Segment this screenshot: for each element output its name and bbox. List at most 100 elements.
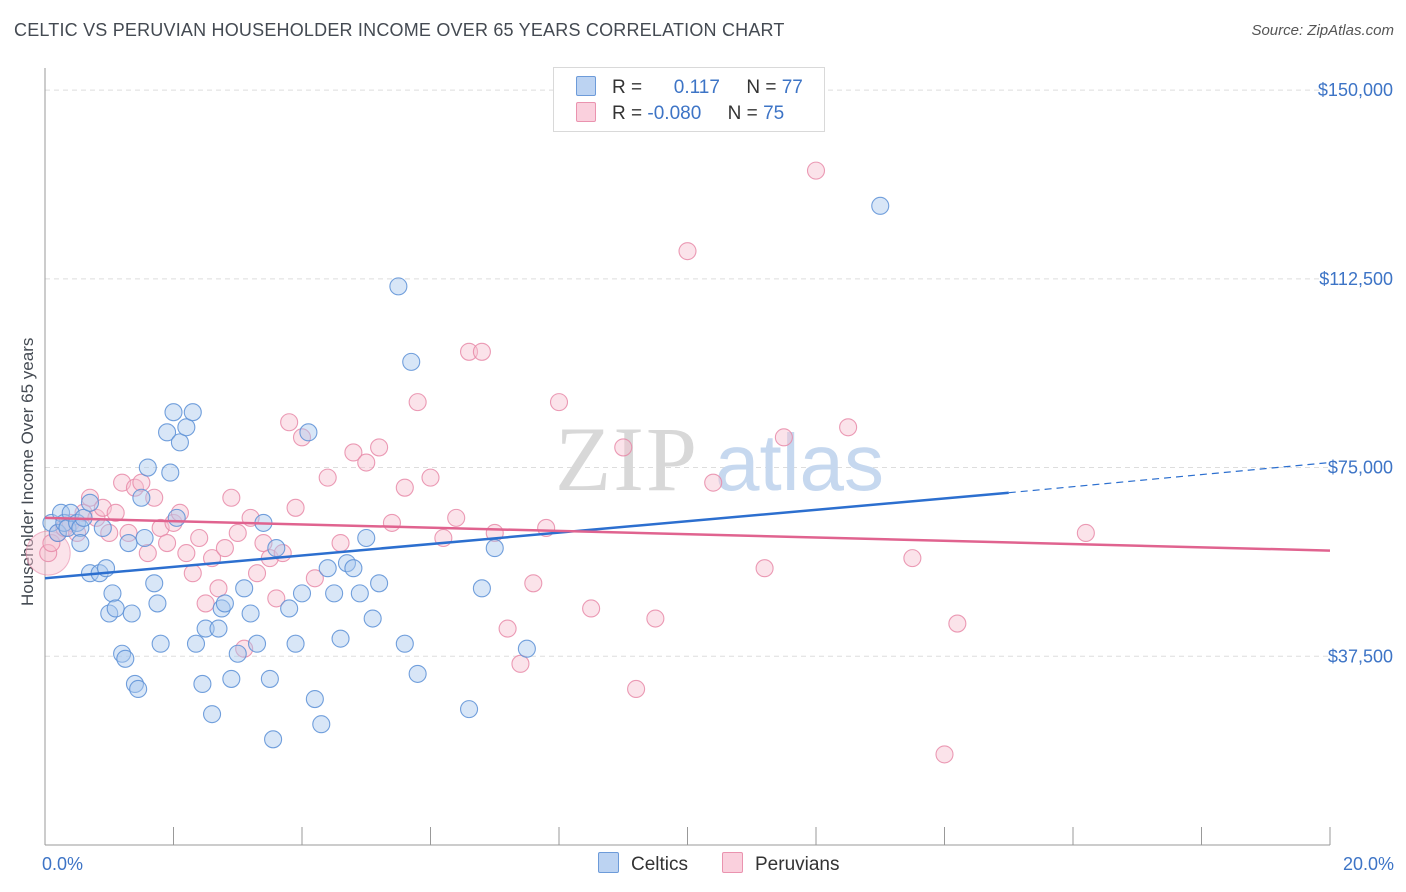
peruvians-point — [80, 488, 100, 507]
watermark-zip: ZIP — [555, 408, 699, 510]
peruvians-point — [704, 473, 723, 492]
peruvians-point — [247, 564, 267, 583]
bottom-legend-label-celtics: Celtics — [631, 854, 689, 875]
bottom-legend-label-peruvians: Peruvians — [755, 854, 840, 875]
celtics-point — [260, 669, 279, 688]
legend-r-value: -0.080 — [647, 103, 702, 124]
bottom-legend-swatch-peruvians — [722, 852, 743, 873]
celtics-point — [299, 423, 318, 442]
peruvians-point — [280, 413, 299, 432]
peruvians-point — [498, 619, 517, 638]
celtics-point — [48, 523, 67, 543]
trend-lines — [44, 461, 1331, 580]
celtics-point — [170, 433, 189, 452]
legend-n-label: N = — [746, 77, 777, 98]
y-tick-label: $75,000 — [1328, 458, 1393, 478]
chart-title: CELTIC VS PERUVIAN HOUSEHOLDER INCOME OV… — [14, 20, 785, 40]
celtics-point — [264, 730, 283, 749]
peruvians-point — [1076, 523, 1095, 543]
celtics-point — [196, 619, 215, 638]
peruvians-point — [755, 559, 774, 578]
celtics-point — [119, 533, 138, 553]
peruvians-point — [408, 393, 427, 412]
peruvians-point — [357, 453, 376, 472]
peruvians-point — [318, 468, 337, 487]
peruvians-point — [209, 579, 228, 598]
legend: R = 0.117 N = 77 R = -0.080 N = 75 — [553, 67, 825, 132]
peruvians-point — [190, 528, 209, 548]
celtics-point — [222, 669, 241, 688]
peruvians-point — [228, 523, 247, 543]
celtics-point — [148, 594, 167, 613]
celtics-point — [103, 584, 122, 603]
celtics-point — [183, 403, 202, 422]
celtics-point — [161, 463, 180, 482]
celtics-point — [158, 423, 177, 442]
y-tick-labels: $37,500 $75,000 $112,500 $150,000 — [1318, 80, 1393, 666]
celtics-point — [350, 584, 369, 603]
peruvians-point — [132, 473, 151, 492]
celtics-point — [135, 528, 154, 548]
peruvians-point — [42, 533, 61, 553]
celtics-point — [71, 533, 90, 553]
celtics-point — [292, 584, 312, 603]
peruvians-point — [614, 438, 633, 457]
celtics-point — [113, 644, 132, 663]
peruvians-point — [421, 468, 440, 487]
bottom-legend-swatch-celtics — [598, 852, 619, 873]
legend-n-value: 77 — [781, 77, 803, 98]
celtics-point — [212, 599, 231, 618]
y-tick-label: $37,500 — [1328, 646, 1393, 666]
celtics-point — [215, 594, 234, 613]
celtics-point — [485, 539, 504, 558]
legend-r-label: R = — [612, 103, 643, 124]
axes — [44, 68, 1331, 846]
peruvians-point — [459, 342, 479, 361]
celtics-point — [228, 644, 247, 663]
celtics-point — [402, 352, 421, 371]
celtics-point — [167, 508, 186, 527]
peruvians-point — [106, 503, 125, 522]
peruvians-point — [774, 428, 793, 447]
peruvians-point — [119, 523, 138, 543]
celtics-point — [138, 458, 157, 477]
celtics-points — [42, 196, 890, 749]
celtics-point — [116, 649, 135, 668]
bottom-legend-peruvians: Peruvians — [722, 852, 840, 876]
celtics-point — [286, 634, 305, 653]
peruvians-point — [39, 544, 58, 563]
celtics-point — [125, 674, 144, 694]
celtics-point — [459, 700, 479, 719]
celtics-point — [106, 599, 125, 618]
celtics-point — [305, 690, 324, 709]
x-tick-label-min: 0.0% — [42, 854, 83, 874]
peruvians-point — [183, 564, 202, 583]
celtics-point — [186, 634, 206, 653]
peruvians-trend-line — [44, 516, 1331, 552]
watermark-atlas: atlas — [715, 418, 884, 507]
celtics-point — [80, 493, 100, 512]
peruvians-point — [839, 418, 858, 437]
grid-lines — [45, 89, 1330, 657]
celtics-point — [247, 634, 267, 653]
legend-swatch-celtics — [576, 76, 596, 96]
peruvians-point — [511, 654, 530, 673]
peruvians-point — [331, 533, 350, 553]
celtics-point — [331, 629, 350, 648]
legend-n-label: N = — [727, 103, 758, 124]
peruvians-point — [948, 614, 967, 633]
peruvians-point — [382, 513, 402, 532]
celtics-point — [312, 715, 331, 734]
celtics-point — [209, 619, 228, 638]
peruvians-point — [395, 478, 414, 497]
peruvians-point — [164, 513, 183, 532]
peruvians-point — [305, 569, 324, 588]
y-tick-label: $112,500 — [1319, 269, 1393, 289]
celtics-point — [357, 528, 376, 548]
celtics-point — [871, 196, 890, 215]
celtics-point — [408, 664, 427, 683]
celtics-point — [145, 574, 164, 593]
celtics-point — [164, 403, 183, 422]
source-label: Source: ZipAtlas.com — [1251, 22, 1394, 39]
peruvians-point — [472, 342, 491, 361]
